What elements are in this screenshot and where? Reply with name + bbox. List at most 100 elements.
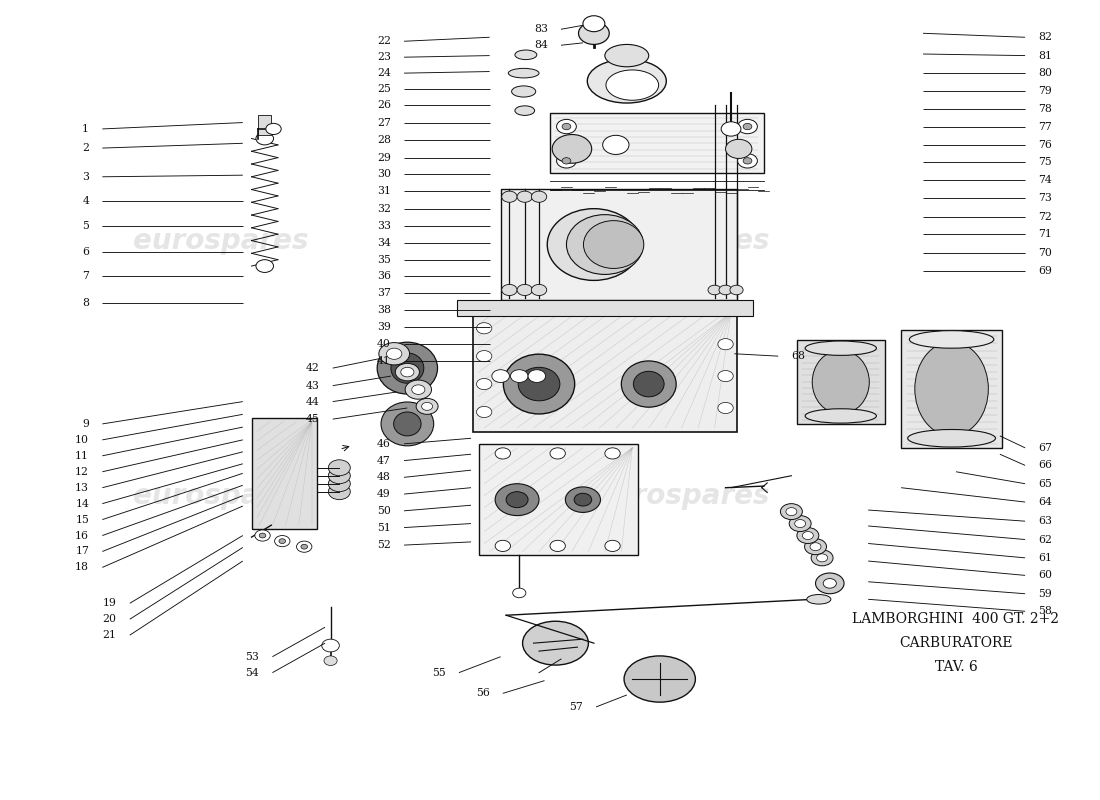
Circle shape [565,487,601,513]
Text: 57: 57 [569,702,583,712]
Text: 71: 71 [1038,229,1052,239]
Text: 62: 62 [1038,534,1053,545]
Text: 30: 30 [377,170,390,179]
Circle shape [552,134,592,163]
Text: 60: 60 [1038,570,1053,580]
Text: 17: 17 [75,546,89,557]
Text: 36: 36 [377,271,390,282]
Ellipse shape [583,221,643,269]
Text: 5: 5 [82,222,89,231]
Circle shape [329,460,350,476]
Circle shape [823,578,836,588]
Ellipse shape [624,656,695,702]
Bar [258,115,272,135]
Circle shape [279,538,286,543]
Circle shape [738,119,758,134]
Circle shape [256,260,274,273]
Circle shape [718,402,734,414]
Text: 43: 43 [306,381,320,390]
Text: 41: 41 [377,356,390,366]
Bar [550,113,764,173]
Text: eurospares: eurospares [594,226,769,254]
Ellipse shape [377,342,438,394]
Text: 66: 66 [1038,460,1053,470]
Text: 13: 13 [75,482,89,493]
Text: 42: 42 [306,363,320,373]
Text: 1: 1 [82,124,89,134]
Ellipse shape [508,68,539,78]
Text: 4: 4 [82,196,89,206]
Ellipse shape [504,354,574,414]
Bar [252,418,318,529]
Circle shape [260,533,266,538]
Circle shape [794,519,805,527]
Text: 31: 31 [377,186,390,196]
Ellipse shape [587,59,667,103]
Ellipse shape [522,622,588,665]
Ellipse shape [812,350,869,414]
Text: 34: 34 [377,238,390,248]
Text: 50: 50 [377,506,390,516]
Circle shape [266,123,282,134]
Circle shape [329,484,350,500]
Ellipse shape [634,371,664,397]
Circle shape [421,402,432,410]
Text: 81: 81 [1038,50,1053,61]
Text: 67: 67 [1038,443,1052,453]
Ellipse shape [515,50,537,59]
Text: 14: 14 [75,498,89,509]
Text: 73: 73 [1038,194,1052,203]
Ellipse shape [518,367,560,401]
Circle shape [476,322,492,334]
Text: 48: 48 [377,472,390,482]
Circle shape [492,370,509,382]
Text: 32: 32 [377,204,390,214]
Bar [500,189,737,300]
Circle shape [810,542,821,550]
Circle shape [708,286,722,294]
Circle shape [583,16,605,32]
Circle shape [531,191,547,202]
Text: 47: 47 [377,455,390,466]
Circle shape [744,158,752,164]
Circle shape [802,531,813,539]
Text: 70: 70 [1038,247,1052,258]
Ellipse shape [908,430,996,447]
Circle shape [722,122,741,136]
Text: LAMBORGHINI  400 GT. 2+2: LAMBORGHINI 400 GT. 2+2 [852,612,1059,626]
Circle shape [275,535,290,546]
Circle shape [510,370,528,382]
Text: 25: 25 [377,84,390,94]
Text: 75: 75 [1038,158,1052,167]
Text: 39: 39 [377,322,390,332]
Text: 40: 40 [377,339,390,349]
Text: 65: 65 [1038,478,1052,489]
Text: 35: 35 [377,254,390,265]
Ellipse shape [910,330,993,348]
Text: 54: 54 [245,668,260,678]
Text: 63: 63 [1038,516,1053,526]
Circle shape [557,154,576,168]
Text: 68: 68 [791,351,805,361]
Circle shape [329,476,350,492]
Text: 8: 8 [82,298,89,308]
Text: 27: 27 [377,118,390,127]
Circle shape [378,342,409,365]
Circle shape [517,191,532,202]
Text: 38: 38 [377,305,390,315]
Ellipse shape [915,342,988,436]
Circle shape [579,22,609,45]
Circle shape [603,135,629,154]
Ellipse shape [621,361,676,407]
Text: 82: 82 [1038,32,1053,42]
Circle shape [718,370,734,382]
Circle shape [804,538,826,554]
Circle shape [301,544,308,549]
Circle shape [574,494,592,506]
Text: 45: 45 [306,414,320,424]
Circle shape [297,541,312,552]
Ellipse shape [566,214,644,274]
Text: 64: 64 [1038,497,1052,507]
Circle shape [605,448,620,459]
Text: eurospares: eurospares [133,482,309,510]
